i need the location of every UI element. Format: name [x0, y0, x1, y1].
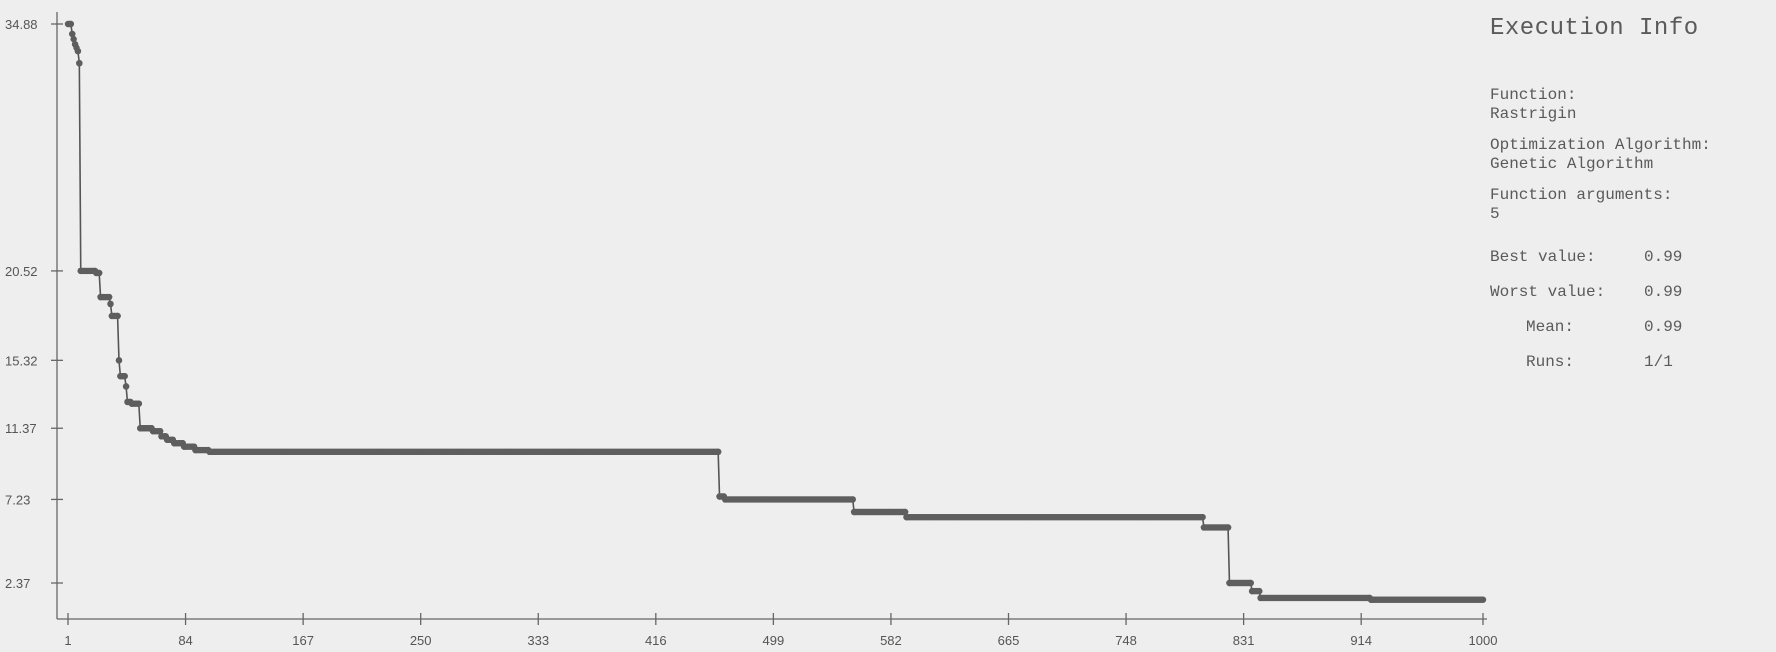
data-point — [121, 372, 128, 380]
arguments-info: Function arguments: 5 — [1490, 186, 1776, 224]
function-value: Rastrigin — [1490, 105, 1577, 123]
algorithm-info: Optimization Algorithm: Genetic Algorith… — [1490, 136, 1776, 174]
x-tick-label: 582 — [880, 633, 902, 648]
function-label: Function: — [1490, 86, 1577, 104]
best-value: 0.99 — [1644, 248, 1683, 266]
data-point — [849, 496, 856, 503]
x-tick-label: 416 — [645, 633, 667, 648]
best-value-label: Best value: — [1490, 248, 1596, 266]
y-tick-label: 34.88 — [5, 17, 38, 32]
statistics: Best value: 0.99 Worst value: 0.99 Mean:… — [1490, 248, 1776, 388]
worst-value-row: Worst value: 0.99 — [1490, 283, 1776, 318]
data-point — [76, 60, 83, 67]
mean-label: Mean: — [1526, 318, 1575, 336]
chart-axes: 1 84 167 250 333 416 499 582 665 748 831 914 1000 2.3… — [5, 12, 1497, 648]
x-tick-label: 333 — [527, 633, 549, 648]
data-point — [107, 300, 114, 308]
mean-value: 0.99 — [1644, 318, 1683, 336]
data-point — [70, 35, 77, 43]
series-line — [68, 23, 1483, 601]
runs-label: Runs: — [1526, 353, 1575, 371]
execution-info-panel: Execution Info Function: Rastrigin Optim… — [1490, 14, 1776, 388]
data-point — [95, 269, 103, 277]
worst-value-label: Worst value: — [1490, 283, 1606, 301]
runs-value: 1/1 — [1644, 353, 1673, 371]
data-point — [1199, 513, 1206, 521]
data-point — [1479, 596, 1487, 603]
x-tick-label: 748 — [1115, 633, 1137, 648]
x-tick-label: 1 — [64, 633, 71, 648]
execution-info-title: Execution Info — [1490, 15, 1699, 42]
algorithm-label: Optimization Algorithm: — [1490, 136, 1711, 154]
arguments-value: 5 — [1490, 205, 1500, 223]
y-tick-label: 15.32 — [5, 353, 38, 368]
y-tick-label: 11.37 — [5, 421, 37, 436]
x-tick-label: 84 — [178, 633, 192, 648]
algorithm-value: Genetic Algorithm — [1490, 155, 1654, 173]
data-point — [1224, 524, 1232, 531]
best-value-row: Best value: 0.99 — [1490, 248, 1776, 283]
x-tick-label: 250 — [410, 633, 432, 648]
y-tick-label: 2.37 — [5, 576, 30, 591]
data-point — [115, 357, 123, 364]
mean-row: Mean: 0.99 — [1490, 318, 1776, 353]
data-point — [69, 30, 76, 38]
arguments-label: Function arguments: — [1490, 186, 1673, 204]
x-tick-label: 665 — [998, 633, 1020, 648]
data-point — [105, 293, 113, 301]
data-point — [1247, 579, 1254, 587]
y-tick-label: 20.52 — [5, 264, 38, 279]
x-tick-label: 499 — [763, 633, 785, 648]
worst-value: 0.99 — [1644, 283, 1683, 301]
x-tick-label: 167 — [292, 633, 314, 648]
data-point — [67, 20, 75, 28]
x-tick-label: 1000 — [1469, 633, 1498, 648]
data-point — [1256, 587, 1263, 595]
function-info: Function: Rastrigin — [1490, 86, 1776, 124]
data-point — [135, 400, 143, 407]
data-point — [714, 448, 722, 455]
data-point — [901, 508, 909, 516]
runs-row: Runs: 1/1 — [1490, 353, 1776, 388]
data-point — [156, 427, 164, 435]
series-line-layer — [68, 23, 1483, 601]
x-tick-label: 914 — [1350, 633, 1372, 648]
data-point — [114, 312, 121, 320]
y-tick-label: 7.23 — [5, 492, 30, 507]
data-point — [122, 383, 130, 390]
x-tick-label: 831 — [1233, 633, 1255, 648]
series-points-layer — [64, 20, 1487, 603]
data-point — [74, 47, 82, 55]
